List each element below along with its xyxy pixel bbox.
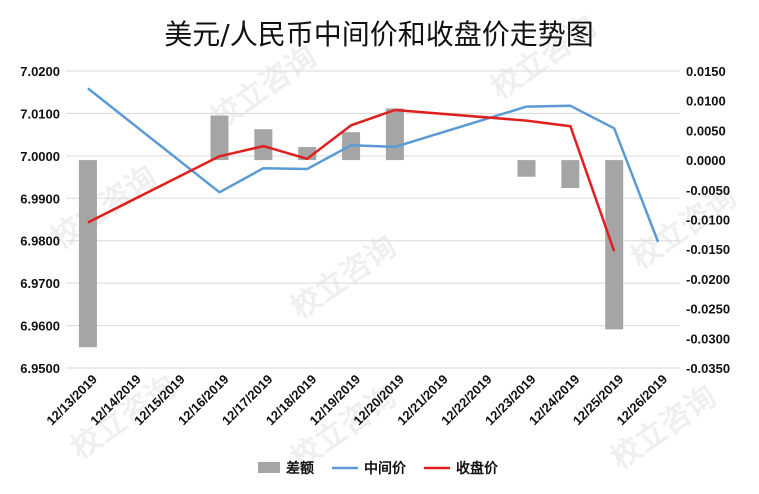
left-tick-label: 7.0000 bbox=[20, 149, 60, 164]
watermark-text: 校立咨询 bbox=[285, 229, 403, 326]
line-series-mid bbox=[87, 87, 660, 243]
bar-diff bbox=[78, 160, 97, 348]
watermark-text: 校立咨询 bbox=[605, 379, 723, 476]
right-tick-label: -0.0300 bbox=[686, 331, 730, 346]
right-tick-label: 0.0150 bbox=[686, 64, 726, 79]
right-tick-label: 0.0000 bbox=[686, 153, 726, 168]
right-tick-label: -0.0350 bbox=[686, 361, 730, 376]
bar-diff bbox=[561, 160, 580, 189]
legend-item: 差额 bbox=[258, 460, 314, 477]
right-tick-label: -0.0100 bbox=[686, 213, 730, 228]
line-series-close bbox=[87, 108, 616, 252]
left-tick-label: 7.0100 bbox=[20, 106, 60, 121]
right-tick-label: -0.0200 bbox=[686, 272, 730, 287]
right-tick-label: -0.0050 bbox=[686, 183, 730, 198]
right-tick-label: -0.0250 bbox=[686, 302, 730, 317]
chart-title: 美元/人民币中间价和收盘价走势图 bbox=[164, 18, 593, 51]
left-axis-ticks: 6.9500 6.9600 6.9700 6.9800 6.9900 7.0000 7.01… bbox=[20, 64, 60, 376]
legend: 差额 中间价 收盘价 bbox=[258, 460, 499, 477]
right-tick-label: -0.0150 bbox=[686, 242, 730, 257]
bar-diff bbox=[385, 108, 404, 161]
bar-diff bbox=[517, 160, 536, 177]
bar-diff bbox=[605, 160, 624, 330]
left-tick-label: 7.0200 bbox=[20, 64, 60, 79]
legend-item: 收盘价 bbox=[424, 460, 499, 477]
gridlines bbox=[66, 70, 680, 369]
bar-diff bbox=[254, 129, 273, 161]
legend-label: 中间价 bbox=[364, 460, 407, 477]
left-tick-label: 6.9500 bbox=[20, 361, 60, 376]
legend-item: 中间价 bbox=[332, 460, 407, 477]
legend-swatch bbox=[258, 462, 280, 473]
right-tick-label: 0.0050 bbox=[686, 123, 726, 138]
left-tick-label: 6.9700 bbox=[20, 276, 60, 291]
bar-diff bbox=[210, 115, 229, 161]
line-series bbox=[87, 87, 660, 252]
left-tick-label: 6.9900 bbox=[20, 191, 60, 206]
left-tick-label: 6.9800 bbox=[20, 234, 60, 249]
right-axis-ticks: -0.0350 -0.0300 -0.0250 -0.0200 -0.0150 -0.01… bbox=[686, 64, 730, 376]
left-tick-label: 6.9600 bbox=[20, 319, 60, 334]
legend-label: 差额 bbox=[286, 460, 314, 477]
right-tick-label: 0.0100 bbox=[686, 94, 726, 109]
legend-label: 收盘价 bbox=[456, 460, 499, 477]
watermark-text: 校立咨询 bbox=[45, 159, 163, 256]
